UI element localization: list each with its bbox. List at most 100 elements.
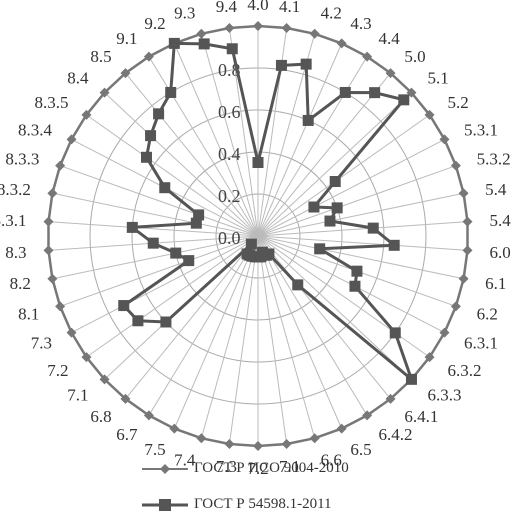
grid-spoke [257,235,368,416]
series-1-point [143,51,154,62]
grid-spoke [228,235,259,445]
grid-spoke [86,235,259,358]
series-1-point [462,245,473,256]
series-1-point [66,327,77,338]
legend-label-series-2: ГОСТ Р 54598.1-2011 [194,496,332,512]
category-label: 5.3.1 [464,120,498,139]
grid-spoke [148,235,259,416]
category-label: 5.0 [404,47,425,66]
series-2-point [292,279,304,291]
series-1-point [224,439,235,450]
series-2-point [324,215,336,227]
grid-spoke [257,235,316,439]
series-1-point [55,160,66,171]
category-label: 8.4 [67,69,89,88]
grid-spoke [257,235,430,358]
series-2-point [367,222,379,234]
series-2-point [126,221,138,233]
grid-spoke [86,114,259,237]
category-label: 7.1 [279,457,300,476]
series-1-point [281,439,292,450]
series-2-point [165,86,177,98]
series-1-point [81,109,92,120]
radial-tick-label: 0.4 [218,144,241,164]
series-2-point [389,327,401,339]
grid-spoke [125,72,259,237]
series-1-point [458,273,469,284]
series-1-point [169,423,180,434]
series-1-point [66,134,77,145]
series-1-point [224,22,235,33]
grid-spoke [48,221,259,237]
series-2-point [193,209,205,221]
series-2-point [198,38,210,50]
category-label: 8.3 [5,243,26,262]
series-1-point [281,22,292,33]
grid-spoke [257,72,391,237]
series-2-point [170,247,182,259]
category-label: 5.2 [448,93,469,112]
grid-spoke [173,43,259,237]
series-2-point [190,217,202,229]
series-1-point [385,393,396,404]
legend-square-marker-icon [142,498,188,511]
series-1-point [450,301,461,312]
series-1-point [99,374,110,385]
series-1-point [196,433,207,444]
series-2-point [351,265,363,277]
category-label: 5.1 [428,69,449,88]
category-label: 4.3 [350,14,371,33]
series-1-point [309,28,320,39]
series-2-point [329,176,341,188]
category-label: 6.3.1 [464,334,498,353]
category-label: 5.4 [485,180,507,199]
category-label: 9.3 [174,4,195,23]
legend-entry-series-1: ГОСТ Р ИСО 9004-2010 [140,460,349,477]
series-2-point [331,202,343,214]
category-label: 7.5 [144,440,165,459]
series-1-point [424,109,435,120]
grid-spoke [257,221,468,237]
category-label: 6.2 [477,305,498,324]
series-1-point [450,160,461,171]
series-2-point [245,238,257,250]
series-2-point [349,280,361,292]
series-2-point [388,239,400,251]
grid-spoke [148,56,259,237]
grid-spoke [104,92,259,237]
grid-spoke [257,27,288,237]
series-2-point [398,94,410,106]
category-label: 6.4.1 [404,407,438,426]
grid-spoke [59,165,259,237]
category-label: 6.6 [321,450,342,469]
grid-spoke [257,235,464,280]
series-1-point [424,352,435,363]
series-1-point [253,21,263,31]
category-label: 9.4 [216,0,238,16]
category-label: 4.2 [321,4,342,23]
series-1-point [55,301,66,312]
series-2-point [118,300,130,312]
radial-tick-label: 0.2 [218,186,241,206]
category-label: 5.3.2 [477,149,511,168]
series-1-point [47,188,58,199]
series-2-point [314,243,326,255]
series-1-point [99,87,110,98]
series-1-point [196,28,207,39]
category-label: 7.1 [67,385,88,404]
grid-spoke [200,33,259,237]
series-1-point [439,327,450,338]
series-2-point [405,373,417,385]
grid-spoke [257,43,343,237]
series-1-point [336,38,347,49]
series-1-point [462,216,473,227]
grid-spoke [257,114,430,237]
series-1-point [362,410,373,421]
series-1-point [47,273,58,284]
series-2-point [302,114,314,126]
series-2-point [168,37,180,49]
category-label: 7.3 [216,457,237,476]
radial-tick-label: 0.0 [218,228,241,248]
legend-label-series-1: ГОСТ Р ИСО 9004-2010 [194,460,349,476]
